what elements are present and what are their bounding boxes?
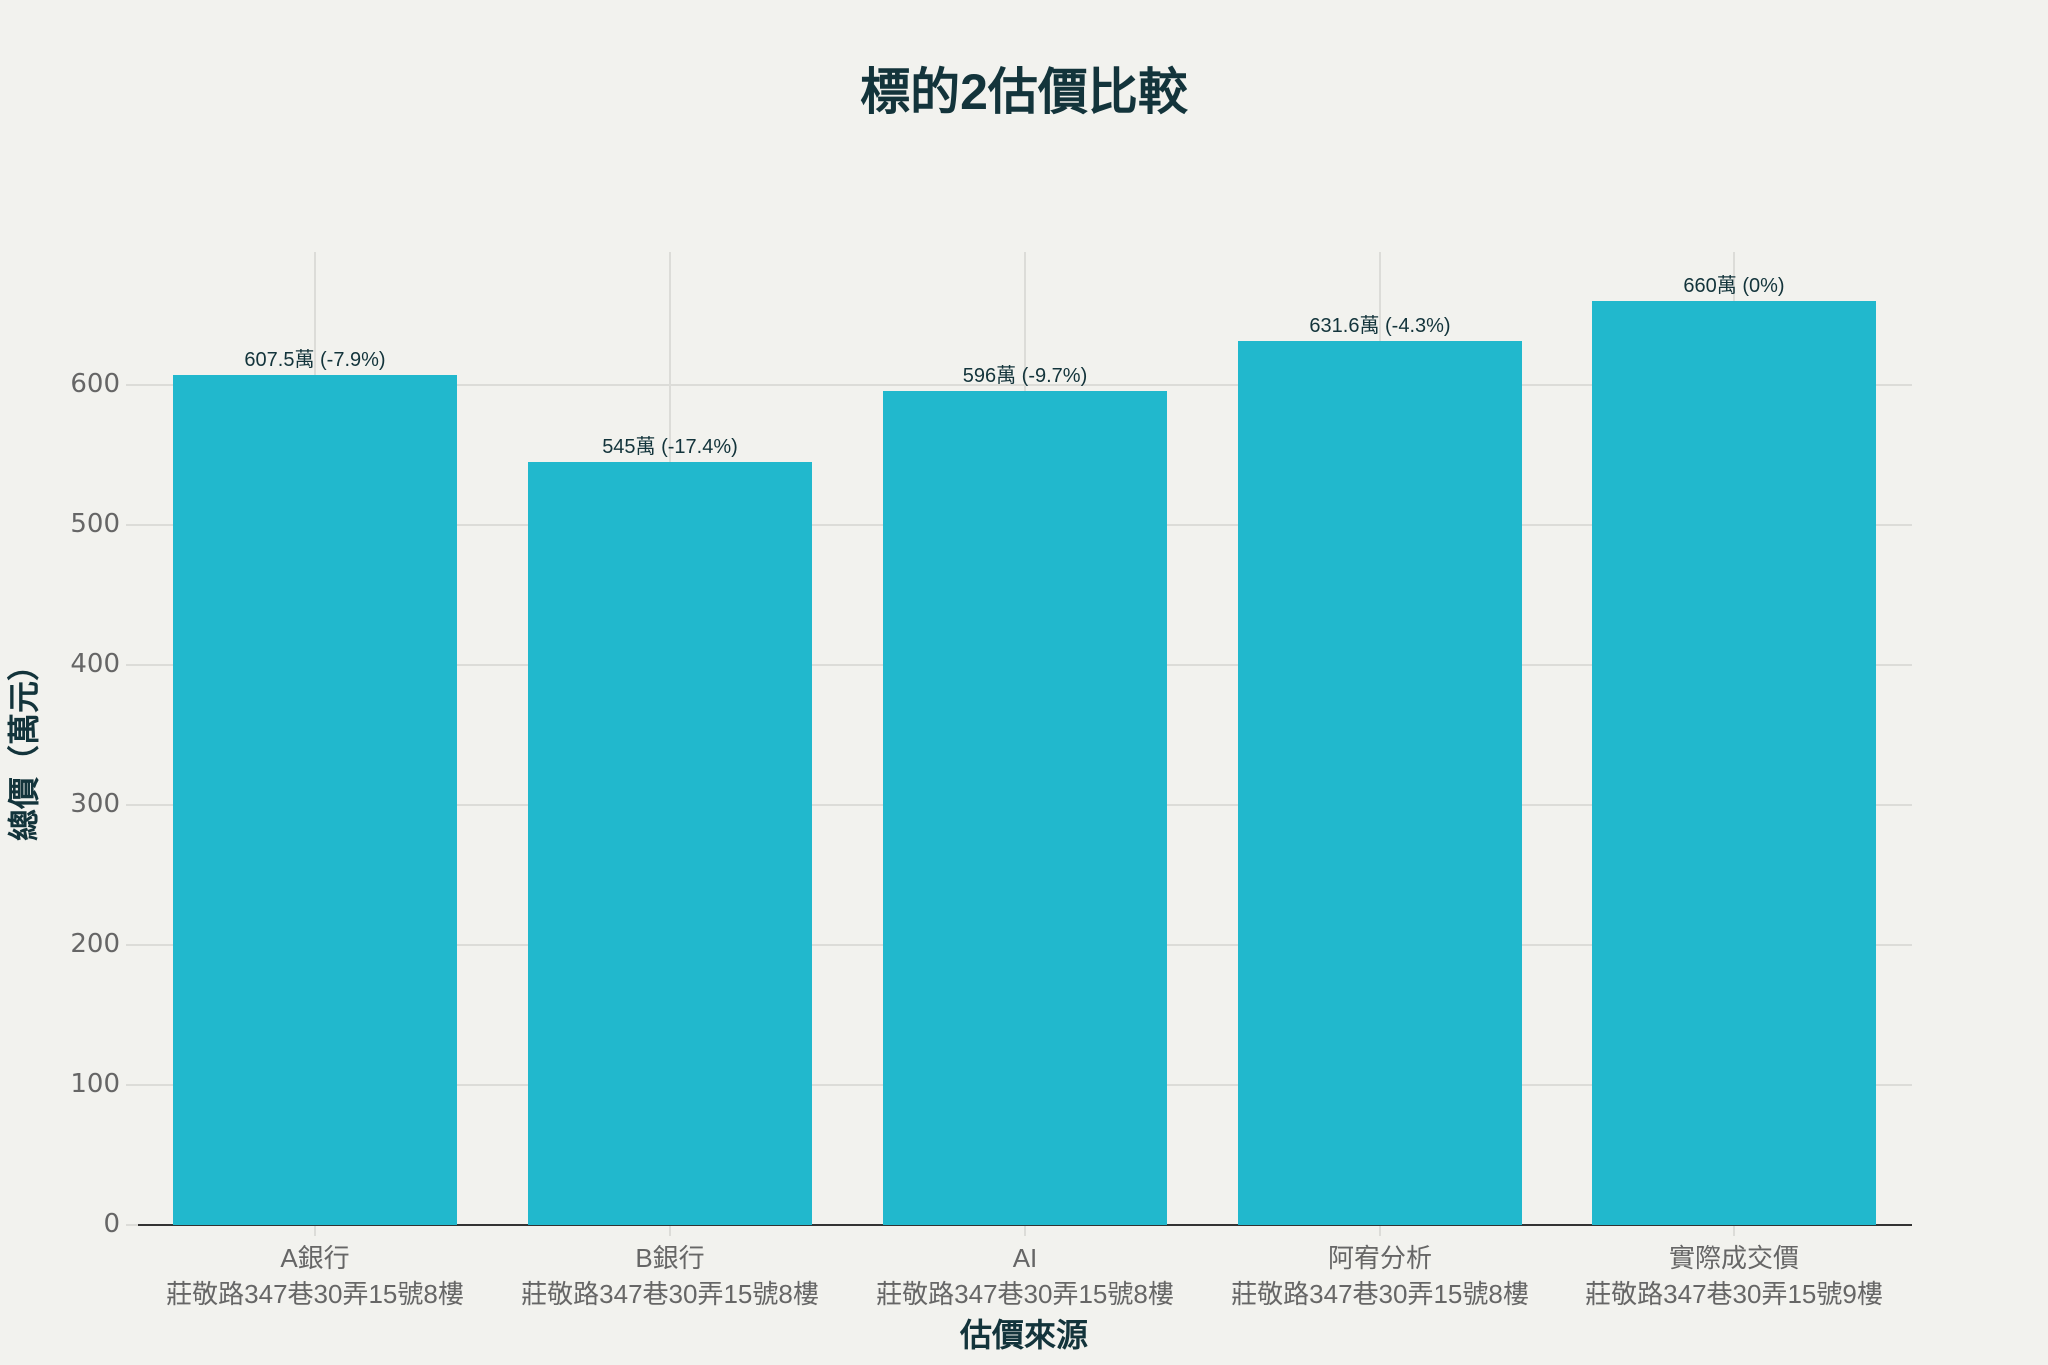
x-tick-source: 阿宥分析 xyxy=(1327,1243,1432,1273)
x-tick-address: 莊敬路347巷30弄15號8樓 xyxy=(166,1279,464,1309)
x-tick-label: 實際成交價莊敬路347巷30弄15號9樓 xyxy=(1554,1240,1914,1312)
x-tick-mark xyxy=(314,1226,316,1236)
bar[interactable] xyxy=(883,390,1167,1225)
y-axis-title: 總價（萬元） xyxy=(6,648,42,842)
bar[interactable] xyxy=(173,374,457,1225)
bar[interactable] xyxy=(1238,340,1522,1225)
y-tick-mark xyxy=(126,1084,138,1086)
x-tick-label: B銀行莊敬路347巷30弄15號8樓 xyxy=(490,1240,850,1312)
bar-value-label: 607.5萬 (-7.9%) xyxy=(244,348,386,371)
y-tick-label: 100 xyxy=(70,1069,120,1099)
x-tick-source: B銀行 xyxy=(635,1243,705,1273)
x-tick-mark xyxy=(669,1226,671,1236)
y-tick-label: 0 xyxy=(103,1209,120,1239)
y-tick-mark xyxy=(126,804,138,806)
x-axis-line xyxy=(138,1224,1912,1226)
y-tick-mark xyxy=(126,664,138,666)
y-tick-label: 400 xyxy=(70,649,120,679)
bar-value-label: 660萬 (0%) xyxy=(1683,275,1785,297)
y-tick-label: 500 xyxy=(70,509,120,539)
x-tick-source: 實際成交價 xyxy=(1668,1243,1799,1273)
x-tick-address: 莊敬路347巷30弄15號8樓 xyxy=(521,1279,819,1309)
y-tick-mark xyxy=(126,944,138,946)
y-tick-label: 600 xyxy=(70,369,120,399)
x-tick-source: A銀行 xyxy=(280,1243,350,1273)
x-tick-label: AI 莊敬路347巷30弄15號8樓 xyxy=(845,1240,1205,1312)
bar-value-label: 631.6萬 (-4.3%) xyxy=(1309,314,1451,337)
chart-title: 標的2估價比較 xyxy=(860,64,1188,120)
bar[interactable] xyxy=(528,462,812,1225)
y-tick-mark xyxy=(126,384,138,386)
x-tick-address: 莊敬路347巷30弄15號8樓 xyxy=(1231,1279,1529,1309)
x-tick-address: 莊敬路347巷30弄15號9樓 xyxy=(1585,1279,1883,1309)
bar[interactable] xyxy=(1592,301,1876,1225)
x-tick-label: A銀行莊敬路347巷30弄15號8樓 xyxy=(135,1240,495,1312)
x-tick-address: 莊敬路347巷30弄15號8樓 xyxy=(876,1279,1174,1309)
x-axis-title: 估價來源 xyxy=(959,1317,1088,1353)
bar-value-label: 545萬 (-17.4%) xyxy=(602,436,738,458)
x-tick-mark xyxy=(1733,1226,1735,1236)
y-tick-mark xyxy=(126,1224,138,1226)
y-tick-label: 300 xyxy=(70,789,120,819)
plot-area: 607.5萬 (-7.9%) 545萬 (-17.4%) 596萬 (-9.7%) 6… xyxy=(138,252,1912,1226)
y-tick-mark xyxy=(126,524,138,526)
x-tick-mark xyxy=(1379,1226,1381,1236)
x-tick-mark xyxy=(1024,1226,1026,1236)
x-tick-source: AI xyxy=(1012,1243,1038,1273)
y-tick-label: 200 xyxy=(70,929,120,959)
x-tick-label: 阿宥分析莊敬路347巷30弄15號8樓 xyxy=(1200,1240,1560,1312)
bar-value-label: 596萬 (-9.7%) xyxy=(962,364,1088,387)
